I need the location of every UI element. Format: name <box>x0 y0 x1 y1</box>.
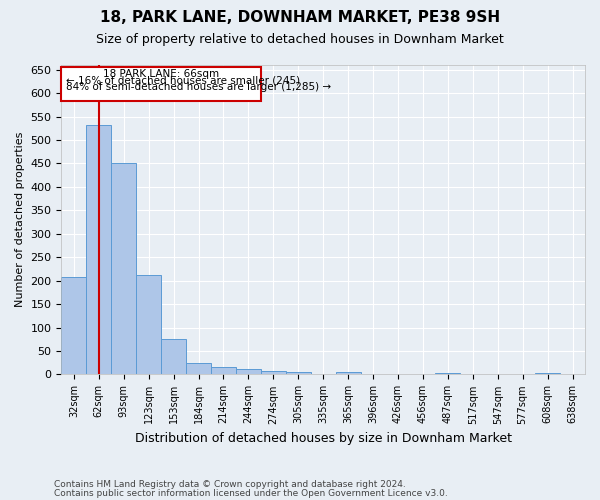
Text: Size of property relative to detached houses in Downham Market: Size of property relative to detached ho… <box>96 32 504 46</box>
Bar <box>436 372 460 374</box>
Text: 18, PARK LANE, DOWNHAM MARKET, PE38 9SH: 18, PARK LANE, DOWNHAM MARKET, PE38 9SH <box>100 10 500 25</box>
Bar <box>261 370 286 374</box>
Bar <box>161 339 186 374</box>
Bar <box>86 125 111 374</box>
Text: ← 16% of detached houses are smaller (245): ← 16% of detached houses are smaller (24… <box>67 76 301 86</box>
Bar <box>236 369 261 374</box>
Y-axis label: Number of detached properties: Number of detached properties <box>15 132 25 308</box>
FancyBboxPatch shape <box>61 68 261 101</box>
Text: Contains HM Land Registry data © Crown copyright and database right 2024.: Contains HM Land Registry data © Crown c… <box>54 480 406 489</box>
Text: Contains public sector information licensed under the Open Government Licence v3: Contains public sector information licen… <box>54 488 448 498</box>
Text: 84% of semi-detached houses are larger (1,285) →: 84% of semi-detached houses are larger (… <box>67 82 332 92</box>
Bar <box>535 372 560 374</box>
Bar <box>335 372 361 374</box>
Bar <box>186 362 211 374</box>
X-axis label: Distribution of detached houses by size in Downham Market: Distribution of detached houses by size … <box>135 432 512 445</box>
Bar <box>111 164 136 374</box>
Text: 18 PARK LANE: 66sqm: 18 PARK LANE: 66sqm <box>103 69 219 79</box>
Bar <box>286 372 311 374</box>
Bar <box>61 277 86 374</box>
Bar <box>211 368 236 374</box>
Bar <box>136 275 161 374</box>
